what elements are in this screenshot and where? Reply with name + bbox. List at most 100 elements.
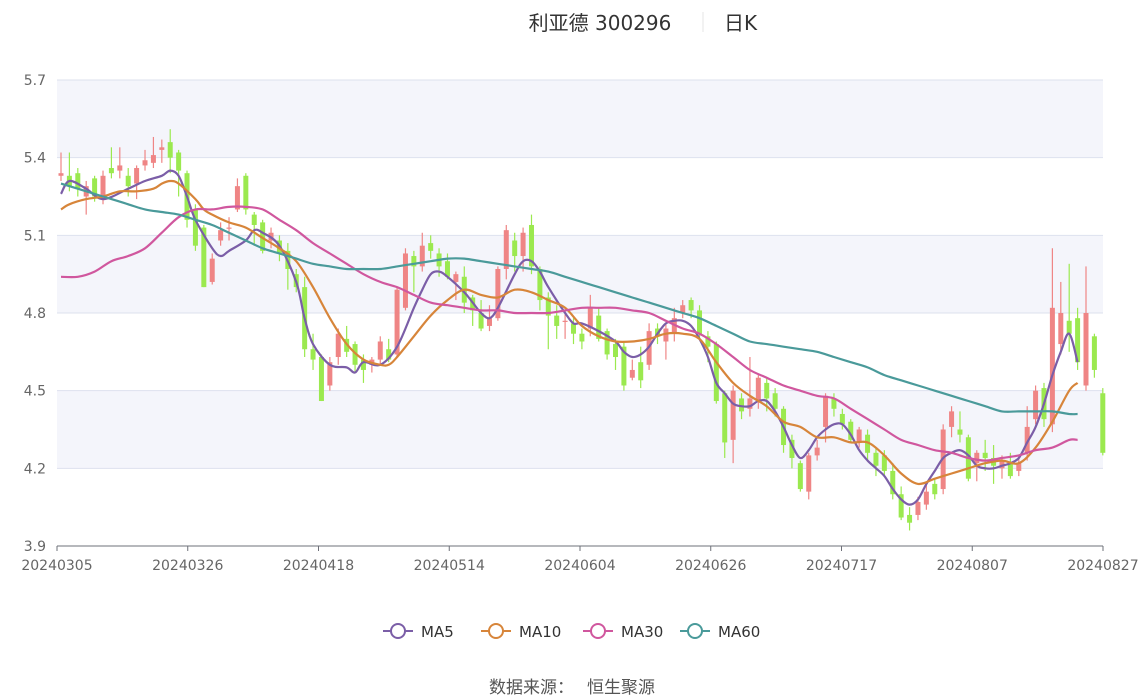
candle-body [1016, 463, 1022, 471]
candle-body [192, 209, 198, 246]
candle [797, 460, 803, 492]
candle-body [125, 175, 131, 187]
candle-body [755, 377, 761, 402]
candle-body [402, 253, 408, 308]
legend-marker [590, 623, 606, 639]
candle [856, 426, 862, 448]
candle [680, 300, 686, 319]
source-label: 数据来源： [489, 678, 574, 698]
candle [848, 419, 854, 443]
candle [982, 439, 988, 471]
legend-item-ma30: MA30 [583, 623, 663, 641]
candle [999, 455, 1005, 479]
legend-marker [390, 623, 406, 639]
candle-body [1049, 307, 1055, 425]
legend-label: MA5 [421, 623, 454, 641]
candle [621, 341, 627, 391]
candle-body [428, 243, 434, 251]
candle [520, 227, 526, 272]
candle [402, 248, 408, 311]
legend-item-ma10: MA10 [481, 623, 561, 641]
candle-body [92, 178, 98, 197]
candle-body [856, 429, 862, 443]
y-tick-label: 5.1 [24, 228, 46, 244]
candle [192, 204, 198, 251]
candle-body [554, 315, 560, 326]
candle-body [839, 413, 845, 425]
chart-title-name: 利亚德 300296 [529, 11, 672, 35]
x-tick-label: 20240827 [1067, 558, 1138, 574]
legend-label: MA30 [621, 623, 663, 641]
candle-body [75, 173, 81, 189]
chart-period-label: 日K [724, 11, 758, 35]
x-tick-label: 20240305 [21, 558, 92, 574]
candle-body [604, 331, 610, 355]
candles-layer [58, 129, 1106, 531]
candle-body [764, 382, 770, 399]
candle-body [915, 501, 921, 515]
candle-body [58, 173, 64, 176]
legend-label: MA60 [718, 623, 760, 641]
candle-body [613, 344, 619, 358]
candle [377, 336, 383, 365]
candle-body [444, 261, 450, 277]
candle-body [957, 429, 963, 435]
candle-body [629, 369, 635, 378]
candle [218, 222, 224, 246]
candle [831, 393, 837, 417]
candle [1066, 263, 1072, 352]
candle-body [142, 160, 148, 166]
candle-body [478, 313, 484, 329]
x-tick-label: 20240604 [544, 558, 615, 574]
source-value: 恒生聚源 [587, 678, 655, 698]
candle [503, 224, 509, 280]
candle-body [923, 491, 929, 505]
candle-body [327, 362, 333, 386]
legend-marker [488, 623, 504, 639]
candle-body [209, 258, 215, 282]
candle-body [663, 328, 669, 342]
candle [1100, 388, 1106, 456]
candle-body [932, 483, 938, 495]
candle [318, 354, 324, 402]
candle-body [814, 447, 820, 456]
candle [907, 507, 913, 531]
candle [957, 411, 963, 443]
candle-body [318, 357, 324, 402]
candle-body [890, 470, 896, 495]
candle-body [562, 320, 568, 322]
candle [159, 139, 165, 163]
candle [167, 129, 173, 174]
ma-line-ma60 [60, 182, 1078, 416]
legend-marker [687, 623, 703, 639]
x-tick-label: 20240626 [675, 558, 746, 574]
candle [142, 149, 148, 171]
band [57, 80, 1103, 158]
legend-item-ma60: MA60 [680, 623, 760, 641]
x-tick-label: 20240807 [937, 558, 1008, 574]
candle [713, 341, 719, 404]
candle-body [117, 165, 123, 171]
candle [814, 439, 820, 461]
candle-body [528, 224, 534, 267]
candle [1083, 266, 1089, 391]
candle-body [134, 168, 140, 184]
candle-body [234, 186, 240, 210]
y-tick-label: 4.2 [24, 461, 46, 477]
y-tick-label: 5.7 [24, 73, 46, 89]
candle-body [419, 245, 425, 267]
candle-body [596, 315, 602, 339]
candle [629, 359, 635, 381]
candle [243, 173, 249, 215]
candle [545, 292, 551, 350]
band [57, 390, 1103, 469]
candle-body [108, 168, 114, 174]
candle [352, 341, 358, 373]
candle-body [1033, 390, 1039, 420]
candle [226, 217, 232, 241]
candle [495, 266, 501, 321]
candle-body [1024, 426, 1030, 453]
candle-body [949, 411, 955, 427]
candle-body [621, 346, 627, 386]
